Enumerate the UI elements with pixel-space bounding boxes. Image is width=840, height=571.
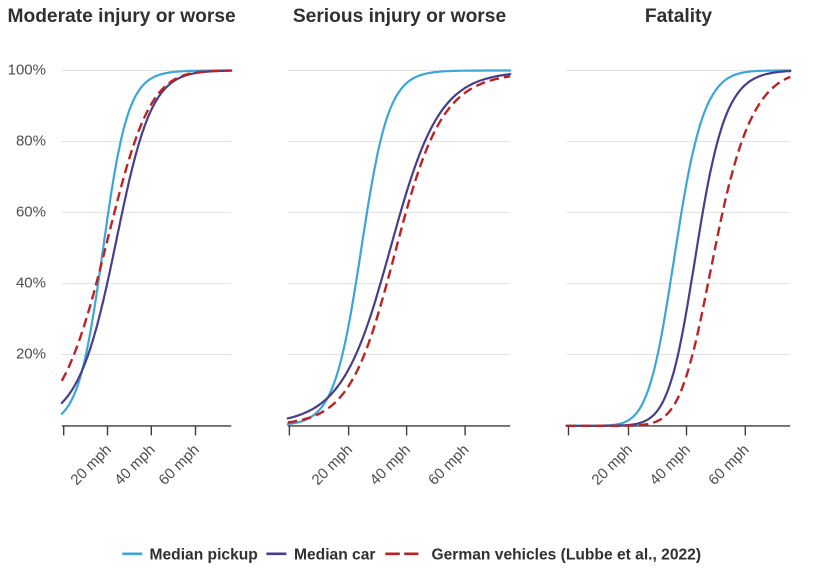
svg-text:Serious injury or worse: Serious injury or worse bbox=[293, 6, 507, 27]
svg-text:Fatality: Fatality bbox=[645, 6, 713, 27]
svg-text:80%: 80% bbox=[16, 133, 46, 150]
svg-text:100%: 100% bbox=[8, 62, 46, 79]
svg-text:Moderate injury or worse: Moderate injury or worse bbox=[8, 6, 236, 27]
svg-text:40%: 40% bbox=[16, 275, 46, 292]
svg-text:20%: 20% bbox=[16, 346, 46, 363]
svg-text:Median car: Median car bbox=[294, 547, 375, 564]
svg-text:German vehicles (Lubbe et al.,: German vehicles (Lubbe et al., 2022) bbox=[432, 547, 702, 564]
svg-text:60%: 60% bbox=[16, 204, 46, 221]
svg-text:Median pickup: Median pickup bbox=[150, 547, 258, 564]
